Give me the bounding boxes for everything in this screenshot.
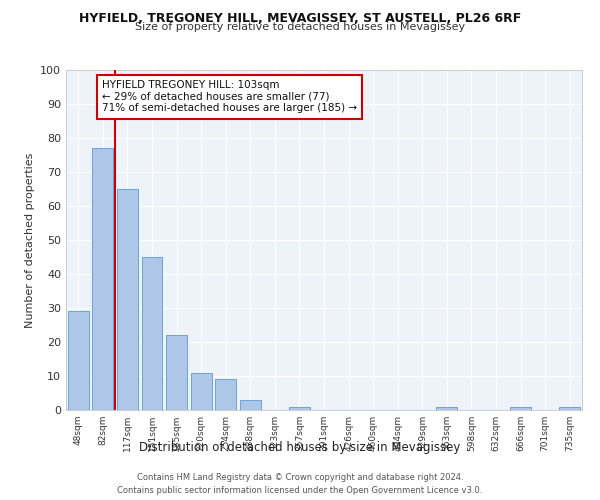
Bar	[289, 406, 310, 410]
Text: Distribution of detached houses by size in Mevagissey: Distribution of detached houses by size …	[139, 441, 461, 454]
Bar	[191, 372, 212, 410]
Text: HYFIELD TREGONEY HILL: 103sqm
← 29% of detached houses are smaller (77)
71% of s: HYFIELD TREGONEY HILL: 103sqm ← 29% of d…	[102, 80, 357, 114]
Bar	[510, 406, 531, 410]
Bar	[559, 406, 580, 410]
Text: HYFIELD, TREGONEY HILL, MEVAGISSEY, ST AUSTELL, PL26 6RF: HYFIELD, TREGONEY HILL, MEVAGISSEY, ST A…	[79, 12, 521, 26]
Bar	[240, 400, 261, 410]
Bar	[166, 335, 187, 410]
Bar	[117, 189, 138, 410]
Bar	[92, 148, 113, 410]
Bar	[68, 312, 89, 410]
Bar	[142, 257, 163, 410]
Text: Contains HM Land Registry data © Crown copyright and database right 2024.
Contai: Contains HM Land Registry data © Crown c…	[118, 474, 482, 495]
Y-axis label: Number of detached properties: Number of detached properties	[25, 152, 35, 328]
Text: Size of property relative to detached houses in Mevagissey: Size of property relative to detached ho…	[135, 22, 465, 32]
Bar	[215, 380, 236, 410]
Bar	[436, 406, 457, 410]
